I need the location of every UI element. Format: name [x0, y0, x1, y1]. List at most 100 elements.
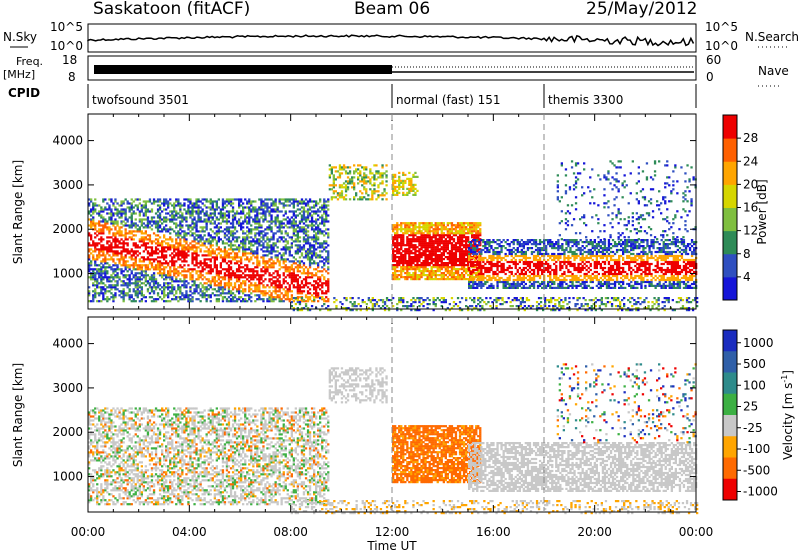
power-echo: [410, 242, 413, 245]
power-echo: [438, 228, 441, 231]
power-echo: [302, 272, 306, 275]
power-echo: [140, 274, 143, 277]
power-echo: [424, 266, 427, 269]
power-echo: [181, 252, 184, 255]
power-echo: [522, 278, 525, 282]
power-echo: [323, 258, 326, 261]
power-echo: [516, 280, 519, 284]
power-echo: [414, 254, 417, 257]
power-echo: [534, 264, 538, 268]
power-echo: [458, 232, 462, 235]
power-echo: [475, 222, 478, 225]
power-echo: [209, 242, 212, 245]
power-echo: [244, 232, 247, 235]
power-echo: [304, 198, 308, 201]
power-echo: [327, 272, 330, 275]
power-echo: [400, 272, 403, 275]
power-echo: [319, 284, 322, 287]
power-echo: [144, 206, 147, 209]
power-echo: [181, 254, 184, 257]
power-echo: [177, 230, 180, 233]
power-echo: [142, 256, 145, 259]
power-echo: [138, 258, 141, 261]
power-echo: [163, 294, 166, 297]
power-echo: [490, 282, 493, 286]
power-echo: [446, 276, 449, 279]
power-echo: [181, 218, 184, 221]
power-echo: [167, 206, 170, 209]
power-echo: [158, 206, 162, 209]
power-echo: [150, 264, 154, 267]
power-echo: [150, 228, 154, 231]
power-echo: [292, 268, 295, 271]
power-echo: [510, 284, 513, 287]
power-echo: [167, 248, 170, 251]
power-echo: [426, 268, 429, 271]
power-echo: [171, 210, 174, 213]
power-echo: [163, 240, 166, 243]
power-echo: [209, 264, 212, 267]
power-echo: [215, 300, 218, 303]
power-echo: [191, 258, 194, 261]
power-echo: [156, 216, 160, 219]
power-echo: [538, 262, 542, 266]
power-echo: [502, 245, 505, 248]
power-echo: [473, 222, 476, 225]
power-echo: [195, 200, 198, 203]
power-echo: [256, 290, 259, 293]
power-echo: [114, 264, 117, 267]
power-echo: [304, 228, 308, 231]
power-echo: [264, 210, 267, 213]
power-echo: [432, 242, 435, 245]
power-echo: [416, 236, 419, 239]
power-echo: [122, 288, 125, 291]
power-echo: [292, 218, 295, 221]
power-echo: [484, 256, 487, 260]
power-echo: [315, 226, 318, 229]
power-echo: [98, 214, 101, 217]
power-echo: [229, 226, 233, 229]
power-echo: [150, 258, 154, 261]
power-echo: [434, 254, 437, 257]
power-echo: [294, 234, 297, 237]
power-echo: [140, 224, 143, 227]
power-echo: [130, 258, 133, 261]
power-echo: [223, 206, 227, 209]
power-echo: [217, 294, 220, 297]
power-echo: [260, 278, 263, 281]
power-echo: [195, 220, 198, 223]
power-echo: [215, 208, 218, 211]
power-echo: [434, 232, 437, 235]
power-echo: [270, 252, 273, 255]
power-echo: [96, 268, 99, 271]
power-echo: [276, 274, 279, 277]
power-echo: [280, 256, 283, 259]
power-echo: [229, 246, 233, 249]
power-echo: [512, 250, 515, 254]
power-echo: [416, 246, 419, 249]
power-echo: [454, 224, 458, 227]
power-echo: [400, 276, 403, 279]
power-echo: [233, 226, 237, 229]
power-echo: [474, 254, 477, 258]
power-echo: [290, 216, 293, 219]
power-echo: [486, 243, 489, 246]
power-echo: [256, 260, 259, 263]
power-echo: [122, 242, 125, 245]
power-echo: [134, 276, 137, 279]
power-echo: [325, 210, 328, 213]
power-echo: [310, 238, 314, 241]
power-echo: [306, 236, 310, 239]
power-echo: [434, 270, 437, 273]
power-echo: [240, 212, 243, 215]
power-echo: [233, 218, 237, 221]
power-echo: [154, 248, 158, 251]
power-echo: [396, 240, 399, 243]
power-echo: [177, 248, 180, 251]
power-echo: [266, 210, 269, 213]
power-echo: [88, 244, 91, 247]
power-echo: [310, 218, 314, 221]
power-echo: [96, 212, 99, 215]
power-echo: [88, 270, 91, 273]
power-echo: [195, 204, 198, 207]
